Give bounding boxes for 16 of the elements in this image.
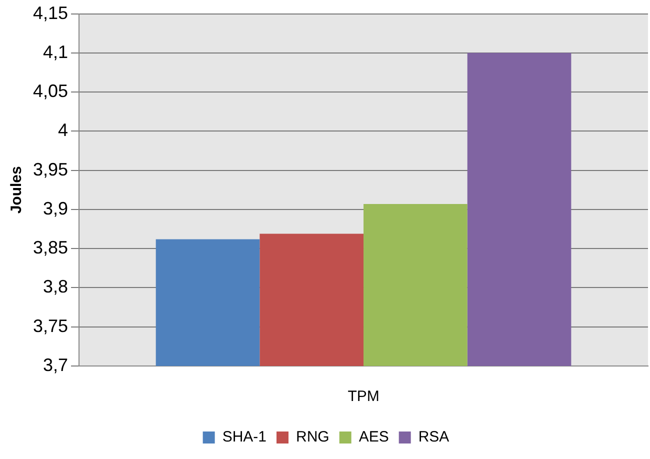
y-tick-label: 3,7 [43, 354, 68, 375]
y-tick-label: 3,75 [32, 316, 68, 336]
y-tick-label: 4,05 [32, 81, 68, 102]
y-tick-label: 4,15 [32, 2, 68, 23]
legend-label: RNG [296, 428, 330, 446]
x-tick-label: TPM [348, 388, 380, 406]
y-tick-label: 3,95 [32, 159, 68, 180]
legend-label: SHA-1 [222, 428, 267, 446]
y-tick-label: 3,9 [43, 198, 68, 218]
legend-label: RSA [418, 428, 450, 446]
y-axis-title: Joules [8, 166, 26, 214]
y-tick-label: 3,8 [43, 276, 68, 297]
y-tick-label: 4 [58, 120, 68, 140]
y-tick-label: 3,85 [32, 238, 68, 258]
legend-label: AES [358, 428, 389, 446]
y-tick-label: 4,1 [43, 42, 68, 62]
